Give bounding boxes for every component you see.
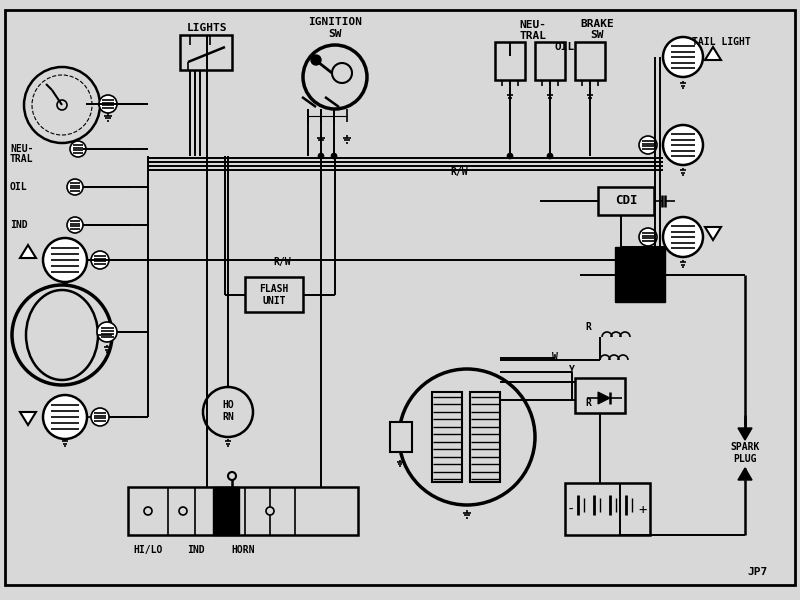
Text: HORN: HORN bbox=[231, 545, 254, 555]
Text: NEU-: NEU- bbox=[10, 144, 34, 154]
Circle shape bbox=[303, 45, 367, 109]
Circle shape bbox=[399, 369, 535, 505]
Bar bbox=[575, 42, 605, 80]
Text: Y: Y bbox=[569, 365, 575, 375]
Text: FLASH: FLASH bbox=[259, 284, 289, 294]
Bar bbox=[213, 487, 239, 535]
Text: RN: RN bbox=[222, 412, 234, 422]
Text: TRAL: TRAL bbox=[519, 31, 546, 41]
Circle shape bbox=[332, 63, 352, 83]
Circle shape bbox=[311, 55, 321, 65]
Circle shape bbox=[266, 507, 274, 515]
Circle shape bbox=[12, 285, 112, 385]
Text: HO: HO bbox=[222, 400, 234, 410]
Text: OIL: OIL bbox=[555, 42, 575, 52]
Circle shape bbox=[228, 472, 236, 480]
Bar bbox=[470, 392, 500, 482]
Polygon shape bbox=[598, 392, 610, 404]
Text: W: W bbox=[552, 352, 558, 362]
Circle shape bbox=[331, 153, 337, 159]
Circle shape bbox=[639, 136, 657, 154]
Text: TRAL: TRAL bbox=[10, 154, 34, 164]
Circle shape bbox=[57, 100, 67, 110]
Circle shape bbox=[663, 217, 703, 257]
Text: JP7: JP7 bbox=[747, 567, 767, 577]
Polygon shape bbox=[705, 47, 721, 60]
Circle shape bbox=[144, 507, 152, 515]
Bar bbox=[432, 392, 462, 482]
Circle shape bbox=[97, 322, 117, 342]
Polygon shape bbox=[738, 468, 752, 480]
Circle shape bbox=[228, 507, 236, 515]
Circle shape bbox=[547, 153, 553, 159]
Circle shape bbox=[67, 217, 83, 233]
Circle shape bbox=[70, 141, 86, 157]
Text: +: + bbox=[639, 503, 647, 517]
Circle shape bbox=[318, 153, 324, 159]
Circle shape bbox=[91, 408, 109, 426]
Text: HI/LO: HI/LO bbox=[134, 545, 162, 555]
Text: SW: SW bbox=[590, 30, 604, 40]
Text: UNIT: UNIT bbox=[262, 296, 286, 306]
Text: LIGHTS: LIGHTS bbox=[186, 23, 227, 33]
Text: SPARK: SPARK bbox=[730, 442, 760, 452]
Polygon shape bbox=[705, 227, 721, 240]
Text: IGNITION: IGNITION bbox=[308, 17, 362, 27]
Text: IND: IND bbox=[10, 220, 28, 230]
Bar bbox=[390, 422, 412, 452]
Text: SW: SW bbox=[328, 29, 342, 39]
Circle shape bbox=[663, 37, 703, 77]
Circle shape bbox=[507, 153, 513, 159]
Bar bbox=[535, 42, 565, 80]
Circle shape bbox=[99, 95, 117, 113]
Circle shape bbox=[43, 395, 87, 439]
Circle shape bbox=[43, 238, 87, 282]
Text: R/W: R/W bbox=[450, 167, 468, 177]
Text: R/W: R/W bbox=[273, 257, 290, 267]
Text: TAIL LIGHT: TAIL LIGHT bbox=[692, 37, 750, 47]
Bar bbox=[128, 487, 358, 535]
Polygon shape bbox=[738, 428, 752, 440]
Bar bbox=[180, 35, 232, 70]
Ellipse shape bbox=[26, 290, 98, 380]
Text: -: - bbox=[567, 503, 575, 517]
Bar bbox=[598, 187, 654, 215]
Bar bbox=[565, 483, 650, 535]
Text: OIL: OIL bbox=[10, 182, 28, 192]
Bar bbox=[495, 42, 525, 80]
Text: CDI: CDI bbox=[614, 194, 638, 208]
Text: PLUG: PLUG bbox=[734, 454, 757, 464]
Polygon shape bbox=[20, 245, 36, 258]
Text: IND: IND bbox=[187, 545, 205, 555]
Text: BRAKE: BRAKE bbox=[580, 19, 614, 29]
Circle shape bbox=[639, 228, 657, 246]
Circle shape bbox=[203, 387, 253, 437]
Circle shape bbox=[32, 75, 92, 135]
Text: NEU-: NEU- bbox=[519, 20, 546, 30]
Circle shape bbox=[91, 251, 109, 269]
Text: R: R bbox=[585, 398, 591, 408]
Circle shape bbox=[67, 179, 83, 195]
Circle shape bbox=[179, 507, 187, 515]
Circle shape bbox=[24, 67, 100, 143]
Polygon shape bbox=[20, 412, 36, 425]
Bar bbox=[615, 247, 665, 302]
Text: R: R bbox=[585, 322, 591, 332]
Bar bbox=[245, 277, 303, 312]
Bar bbox=[575, 378, 625, 413]
Circle shape bbox=[663, 125, 703, 165]
